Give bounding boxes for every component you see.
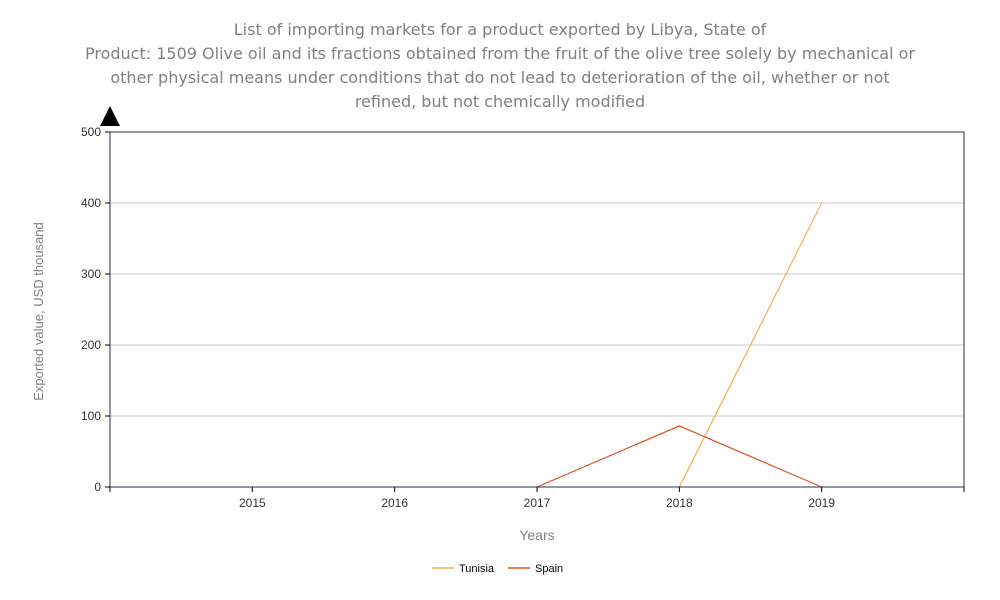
y-tick-label: 300 (81, 267, 101, 281)
x-tick-label: 2015 (239, 496, 266, 510)
y-tick-label: 0 (94, 480, 101, 494)
axes: 0 100 200 300 400 500 2015 2016 2017 2018 2019 (81, 106, 965, 510)
legend-label-tunisia: Tunisia (459, 563, 495, 575)
data-point (678, 425, 681, 427)
chart-title-line-3: other physical means under conditions th… (110, 68, 890, 87)
x-tick-label: 2016 (381, 496, 408, 510)
plot-frame (109, 131, 965, 488)
y-axis-arrow-icon (100, 106, 120, 126)
gridlines (110, 131, 964, 417)
x-tick-label: 2018 (666, 496, 693, 510)
series-line-spain (536, 425, 822, 488)
series-line-tunisia (678, 202, 823, 488)
x-tick-label: 2017 (524, 496, 551, 510)
legend-label-spain: Spain (535, 563, 563, 575)
chart-title-line-4: refined, but not chemically modified (354, 92, 646, 111)
x-axis-title: Years (519, 527, 554, 543)
y-tick-label: 100 (81, 409, 101, 423)
legend: Tunisia Spain (432, 563, 563, 575)
data-point (820, 202, 823, 204)
chart-title: List of importing markets for a product … (0, 18, 1000, 114)
chart-title-line-2: Product: 1509 Olive oil and its fraction… (85, 44, 915, 63)
y-tick-label: 200 (81, 338, 101, 352)
x-tick-label: 2019 (808, 496, 835, 510)
y-axis-title: Exported value, USD thousand (31, 222, 46, 401)
y-tick-label: 400 (81, 196, 101, 210)
y-tick-label: 500 (81, 125, 101, 139)
chart-title-line-1: List of importing markets for a product … (233, 20, 767, 39)
